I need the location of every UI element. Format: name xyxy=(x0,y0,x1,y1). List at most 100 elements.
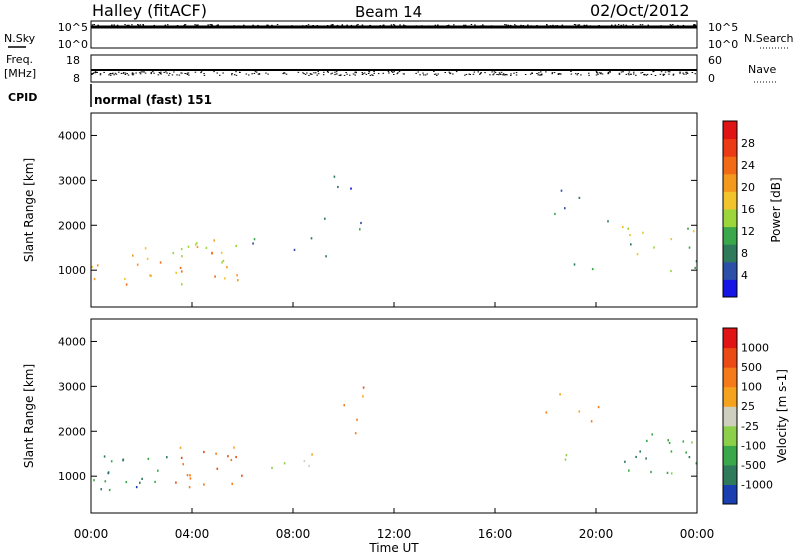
noise-search-dot xyxy=(304,25,306,27)
heatmap-cell xyxy=(103,455,106,458)
heatmap-cell xyxy=(205,246,208,249)
nave-dot xyxy=(302,72,304,74)
heatmap-cell xyxy=(159,261,162,264)
noise-search-dot xyxy=(660,25,662,27)
noise-search-dot xyxy=(570,26,573,27)
nave-dot xyxy=(327,71,329,73)
heatmap-cell xyxy=(104,480,107,483)
noise-search-dot xyxy=(598,25,600,26)
nave-dot xyxy=(465,73,468,75)
noise-search-dot xyxy=(639,24,642,26)
nave-dot xyxy=(529,73,532,75)
nsearch-label: N.Search xyxy=(744,32,794,45)
x-tick-label: 16:00 xyxy=(478,527,513,541)
noise-search-dot xyxy=(290,26,293,28)
nave-dot xyxy=(557,73,560,75)
nave-dot xyxy=(643,74,646,76)
noise-search-dot xyxy=(507,25,509,27)
nave-dot xyxy=(499,73,501,75)
nave-dot xyxy=(91,73,93,75)
nave-dot xyxy=(238,71,241,73)
noise-search-dot xyxy=(482,24,484,26)
noise-search-dot xyxy=(548,25,551,27)
noise-search-dot xyxy=(505,24,508,26)
noise-search-dot xyxy=(103,26,106,28)
noise-search-dot xyxy=(587,26,590,28)
noise-search-dot xyxy=(382,24,384,26)
nave-dot xyxy=(479,73,481,75)
date-title: 02/Oct/2012 xyxy=(590,1,690,20)
heatmap-cell xyxy=(590,420,593,423)
noise-search-dot xyxy=(205,26,207,28)
nave-dot xyxy=(650,73,653,75)
nave-dot xyxy=(620,71,623,73)
noise-search-dot xyxy=(645,26,648,28)
colorbar-swatch xyxy=(723,445,737,466)
colorbar-tick-label: 100 xyxy=(741,381,762,394)
heatmap-cell xyxy=(182,463,184,466)
velocity-ylabel: Slant Range [km] xyxy=(22,364,36,468)
noise-search-dot xyxy=(119,25,122,27)
noise-search-dot xyxy=(124,24,126,26)
noise-search-dot xyxy=(165,25,167,27)
colorbar-swatch xyxy=(723,464,737,485)
colorbar-tick-label: 25 xyxy=(741,400,755,413)
noise-search-dot xyxy=(520,26,522,28)
nave-dot xyxy=(596,72,599,74)
freq-tick-top: 18 xyxy=(66,54,80,67)
nave-dot xyxy=(111,73,113,75)
noise-search-dot xyxy=(357,24,359,26)
noise-search-dot xyxy=(233,25,235,27)
heatmap-cell xyxy=(653,246,655,249)
heatmap-cell xyxy=(324,217,326,220)
heatmap-cell xyxy=(216,467,219,470)
noise-search-dot xyxy=(91,24,94,26)
nave-dot xyxy=(352,73,355,75)
heatmap-cell xyxy=(311,453,313,456)
colorbar-swatch xyxy=(723,191,737,210)
noise-search-dot xyxy=(128,24,130,26)
colorbar-tick-label: -25 xyxy=(741,420,759,433)
nave-dot xyxy=(235,74,238,76)
noise-search-dot xyxy=(238,25,240,27)
heatmap-cell xyxy=(360,221,362,225)
noise-search-dot xyxy=(552,26,554,28)
nave-dot xyxy=(685,73,687,75)
noise-search-dot xyxy=(316,25,319,26)
heatmap-cell xyxy=(146,257,149,260)
noise-search-dot xyxy=(661,26,663,28)
nave-dot xyxy=(601,73,604,75)
nave-dot xyxy=(335,73,338,75)
noise-search-dot xyxy=(174,26,176,28)
heatmap-cell xyxy=(180,456,183,459)
noise-search-dot xyxy=(631,25,633,27)
nave-dot xyxy=(694,73,696,75)
nave-dot xyxy=(345,72,347,73)
cpid-label: CPID xyxy=(8,91,37,104)
noise-search-dots xyxy=(91,24,697,28)
colorbar-swatch xyxy=(723,244,737,263)
noise-search-dot xyxy=(417,26,419,28)
nave-dot xyxy=(492,74,494,76)
colorbar-swatch xyxy=(723,173,737,192)
nave-dot xyxy=(367,73,370,74)
noise-search-dot xyxy=(603,26,605,27)
noise-search-dot xyxy=(266,24,268,26)
nave-dot xyxy=(686,71,688,73)
heatmap-cell xyxy=(639,450,641,453)
noise-search-dot xyxy=(434,24,437,26)
nave-dot xyxy=(538,72,540,74)
nave-dot xyxy=(330,73,332,75)
heatmap-cell xyxy=(252,242,254,245)
nave-dot xyxy=(317,73,320,75)
noise-search-dot xyxy=(614,24,617,26)
nave-dot xyxy=(303,73,305,75)
nave-dot xyxy=(570,71,572,72)
x-tick-label: 12:00 xyxy=(377,527,412,541)
nave-dot xyxy=(132,74,134,76)
noise-search-dot xyxy=(433,26,436,27)
heatmap-cell xyxy=(565,454,568,457)
noise-search-dot xyxy=(415,25,418,27)
heatmap-cell xyxy=(203,450,205,454)
nave-dot xyxy=(596,71,598,73)
